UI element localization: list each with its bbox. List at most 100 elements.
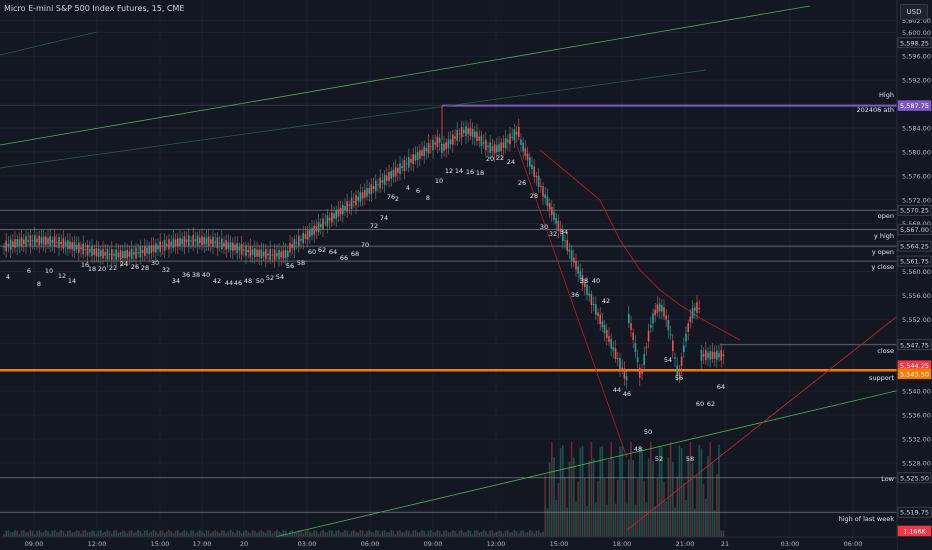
- price-tag-value: 5,564.25: [900, 243, 929, 251]
- candle-body: [304, 234, 307, 239]
- price-axis-label: 5,596.00: [902, 53, 931, 61]
- candle-body: [194, 239, 197, 242]
- volume-bar: [434, 532, 436, 537]
- candle-body: [718, 353, 720, 358]
- wave-count-label: 14: [68, 277, 76, 285]
- candle-body: [137, 252, 139, 254]
- volume-bar: [40, 532, 43, 537]
- candle-body: [474, 131, 476, 138]
- candle-body: [595, 304, 597, 315]
- candle-body: [707, 352, 709, 358]
- wave-count-label: 16: [466, 168, 474, 176]
- wave-count-label: 34: [560, 228, 568, 236]
- wave-count-label: 70: [361, 241, 369, 249]
- candle-body: [427, 142, 430, 154]
- volume-bar: [553, 456, 555, 537]
- volume-bar: [328, 530, 331, 537]
- volume-bar: [262, 531, 265, 537]
- candle-body: [240, 244, 243, 255]
- volume-bar: [144, 530, 146, 537]
- candle-body: [357, 196, 359, 201]
- candle-body: [401, 166, 403, 169]
- volume-bar: [619, 446, 621, 537]
- candle-body: [148, 245, 150, 255]
- candle-body: [454, 136, 456, 139]
- candle-body: [40, 237, 43, 244]
- volume-bar: [130, 530, 133, 537]
- volume-bar: [174, 530, 177, 537]
- candle-body: [262, 251, 265, 257]
- volume-bar: [115, 530, 117, 537]
- candle-body: [75, 244, 78, 250]
- candle-body: [414, 154, 417, 161]
- volume-bar: [223, 530, 225, 537]
- volume-bar: [218, 533, 221, 537]
- candle-body: [504, 138, 507, 149]
- candle-body: [247, 249, 249, 253]
- price-axis-label: 5,572.00: [902, 196, 931, 204]
- volume-bar: [449, 532, 452, 537]
- candle-body: [430, 146, 432, 148]
- volume-bar: [401, 532, 403, 537]
- candle-body: [421, 149, 423, 156]
- candle-body: [31, 240, 34, 242]
- volume-bar: [337, 530, 340, 537]
- volume-bar: [366, 531, 368, 537]
- volume-bar: [280, 532, 282, 537]
- candle-body: [676, 365, 678, 377]
- volume-bar: [20, 530, 23, 537]
- wave-count-label: 68: [351, 250, 359, 258]
- wave-count-label: 76: [387, 193, 395, 201]
- candle-body: [236, 243, 238, 253]
- candle-body: [691, 308, 694, 319]
- candle-body: [531, 164, 533, 169]
- volume-bar: [295, 532, 298, 537]
- candle-body: [166, 244, 168, 246]
- candle-body: [436, 136, 439, 147]
- volume-bar: [258, 531, 260, 537]
- time-axis-label: 21:00: [676, 540, 695, 548]
- candle-body: [641, 371, 643, 374]
- wave-count-label: 42: [213, 277, 221, 285]
- volume-bar: [705, 498, 707, 537]
- price-tag-value: 1.166K: [903, 528, 927, 536]
- candle-body: [36, 238, 38, 243]
- candle-body: [663, 307, 665, 317]
- wave-count-label: 60: [696, 400, 704, 408]
- volume-bar: [564, 476, 566, 537]
- wave-count-label: 32: [162, 266, 170, 274]
- level-label: High: [879, 91, 894, 99]
- volume-bar: [555, 499, 557, 537]
- volume-bar: [89, 531, 91, 537]
- candle-body: [157, 245, 159, 250]
- candle-body: [713, 351, 716, 359]
- candle-body: [458, 133, 461, 135]
- volume-bar: [377, 530, 379, 537]
- volume-bar: [38, 530, 40, 537]
- candle-body: [645, 347, 648, 349]
- volume-bar: [513, 530, 516, 537]
- volume-bar: [672, 461, 674, 537]
- lower-channel-line: [274, 389, 901, 538]
- volume-bar: [370, 532, 373, 537]
- volume-bar: [529, 530, 531, 537]
- wave-count-label: 64: [329, 248, 337, 256]
- volume-bar: [124, 531, 126, 537]
- candle-body: [568, 249, 571, 252]
- candle-body: [196, 235, 199, 246]
- candle-body: [135, 247, 137, 259]
- volume-bar: [423, 530, 425, 537]
- volume-bar: [447, 532, 450, 537]
- wave-count-label: 32: [549, 230, 557, 238]
- candle-body: [489, 142, 491, 153]
- candle-body: [573, 257, 575, 263]
- volume-bar: [408, 530, 410, 537]
- volume-bar: [148, 532, 150, 537]
- candle-body: [150, 245, 153, 254]
- wave-count-label: 42: [602, 297, 610, 305]
- currency-button[interactable]: USD: [900, 4, 928, 20]
- volume-bar: [5, 530, 7, 537]
- time-axis: 09:00 12:00 15:00 17:00 20 03:00 06:00 09:00 12:…: [0, 536, 897, 550]
- price-tag: [897, 506, 932, 518]
